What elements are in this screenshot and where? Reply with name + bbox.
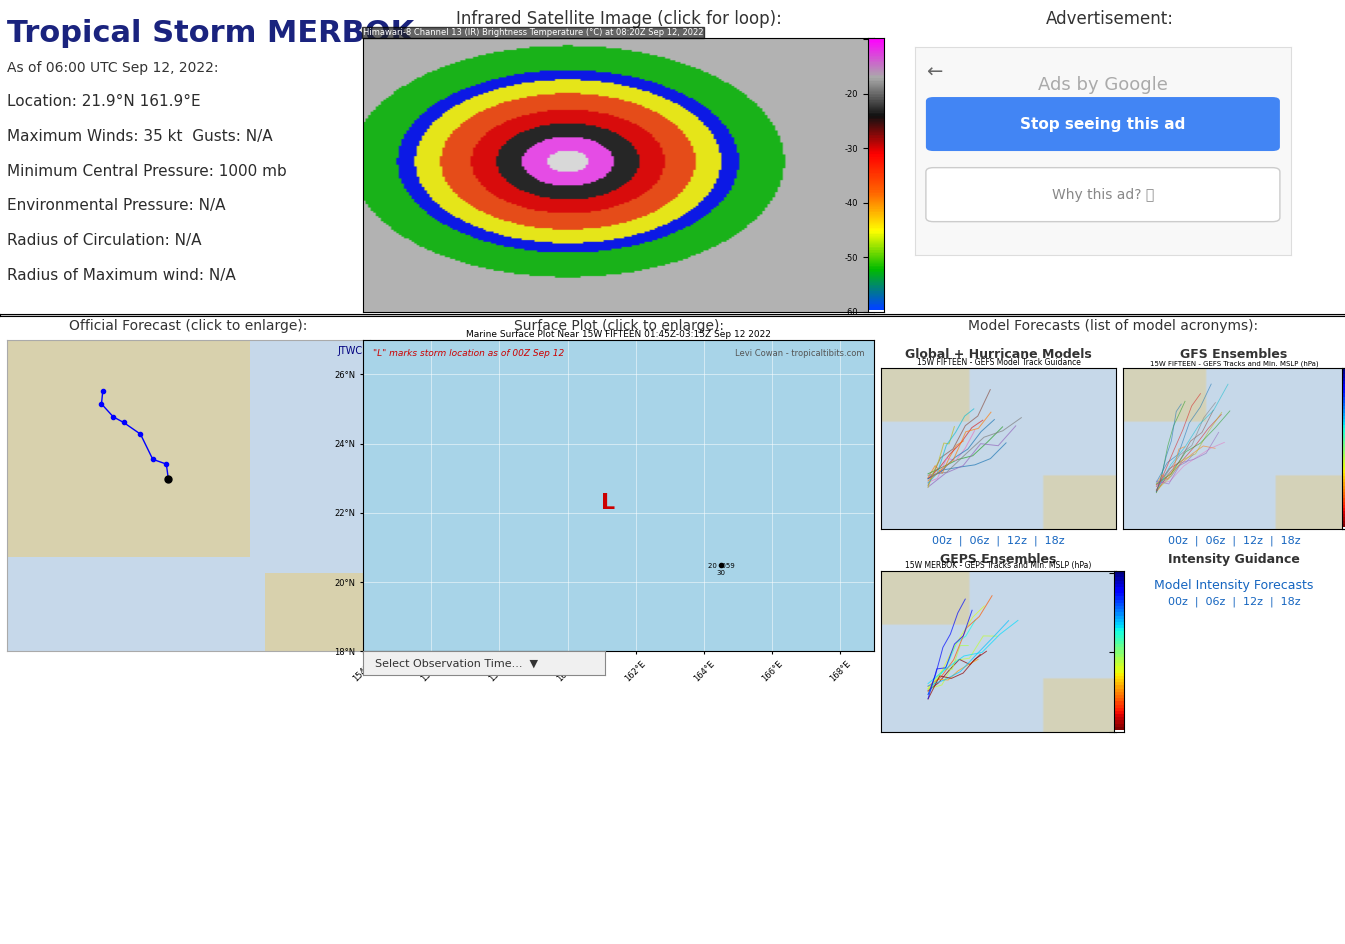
Text: 00z  |  06z  |  12z  |  18z: 00z | 06z | 12z | 18z [932,535,1065,546]
Text: GFS Ensembles: GFS Ensembles [1181,347,1287,361]
Title: 15W MERBOK - GEPS Tracks and Min. MSLP (hPa): 15W MERBOK - GEPS Tracks and Min. MSLP (… [905,562,1092,570]
Text: JTWC: JTWC [338,346,363,356]
Title: Marine Surface Plot Near 15W FIFTEEN 01:45Z-03:15Z Sep 12 2022: Marine Surface Plot Near 15W FIFTEEN 01:… [467,330,771,339]
Text: Radius of Circulation: N/A: Radius of Circulation: N/A [7,233,202,248]
Text: Ads by Google: Ads by Google [1038,76,1167,93]
Text: Tropical Storm MERBOK: Tropical Storm MERBOK [7,19,414,47]
Text: Maximum Winds: 35 kt  Gusts: N/A: Maximum Winds: 35 kt Gusts: N/A [7,128,272,143]
FancyBboxPatch shape [925,168,1280,222]
Text: 20°N: 20°N [346,303,363,309]
Text: Environmental Pressure: N/A: Environmental Pressure: N/A [7,198,225,213]
Text: Select Observation Time...  ▼: Select Observation Time... ▼ [375,658,538,668]
Text: 20  059
30: 20 059 30 [707,564,734,576]
Text: 21°N: 21°N [346,264,363,271]
Text: GEPS Ensembles: GEPS Ensembles [940,553,1057,565]
FancyBboxPatch shape [925,97,1280,151]
Text: ←: ← [925,62,943,81]
Text: Official Forecast (click to enlarge):: Official Forecast (click to enlarge): [69,319,308,332]
Title: 15W FIFTEEN - GEFS Model Track Guidance: 15W FIFTEEN - GEFS Model Track Guidance [917,359,1080,367]
Text: Minimum Central Pressure: 1000 mb: Minimum Central Pressure: 1000 mb [7,163,286,178]
Text: 00z  |  06z  |  12z  |  18z: 00z | 06z | 12z | 18z [1167,535,1301,546]
Text: Model Forecasts (list of model acronyms):: Model Forecasts (list of model acronyms)… [968,319,1258,332]
Text: 22°N: 22°N [346,227,363,232]
Text: "L" marks storm location as of 00Z Sep 12: "L" marks storm location as of 00Z Sep 1… [374,349,565,358]
Text: Himawari-8 Channel 13 (IR) Brightness Temperature (°C) at 08:20Z Sep 12, 2022: Himawari-8 Channel 13 (IR) Brightness Te… [363,28,703,37]
Text: 23°N: 23°N [346,188,363,194]
Text: Surface Plot (click to enlarge):: Surface Plot (click to enlarge): [514,319,724,332]
Text: Stop seeing this ad: Stop seeing this ad [1021,116,1185,131]
Title: 15W FIFTEEN - GEFS Tracks and Min. MSLP (hPa): 15W FIFTEEN - GEFS Tracks and Min. MSLP … [1150,361,1318,367]
Text: Model Intensity Forecasts: Model Intensity Forecasts [1154,579,1314,592]
Text: 25°N: 25°N [346,111,363,117]
Text: Intensity Guidance: Intensity Guidance [1167,553,1301,565]
Text: 26°N: 26°N [346,76,363,82]
Text: Why this ad? ⓘ: Why this ad? ⓘ [1052,188,1154,202]
Text: Advertisement:: Advertisement: [1045,9,1174,28]
Text: Infrared Satellite Image (click for loop):: Infrared Satellite Image (click for loop… [456,9,781,28]
Text: Levi Cowan - tropicaltibits.com: Levi Cowan - tropicaltibits.com [734,349,863,358]
Text: 24°N: 24°N [346,150,363,156]
Text: L: L [601,493,616,513]
Text: 00z  |  06z  |  12z  |  18z: 00z | 06z | 12z | 18z [1167,597,1301,607]
Text: Location: 21.9°N 161.9°E: Location: 21.9°N 161.9°E [7,94,200,109]
Text: As of 06:00 UTC Sep 12, 2022:: As of 06:00 UTC Sep 12, 2022: [7,60,218,75]
Text: Global + Hurricane Models: Global + Hurricane Models [905,347,1092,361]
Text: Radius of Maximum wind: N/A: Radius of Maximum wind: N/A [7,268,235,282]
